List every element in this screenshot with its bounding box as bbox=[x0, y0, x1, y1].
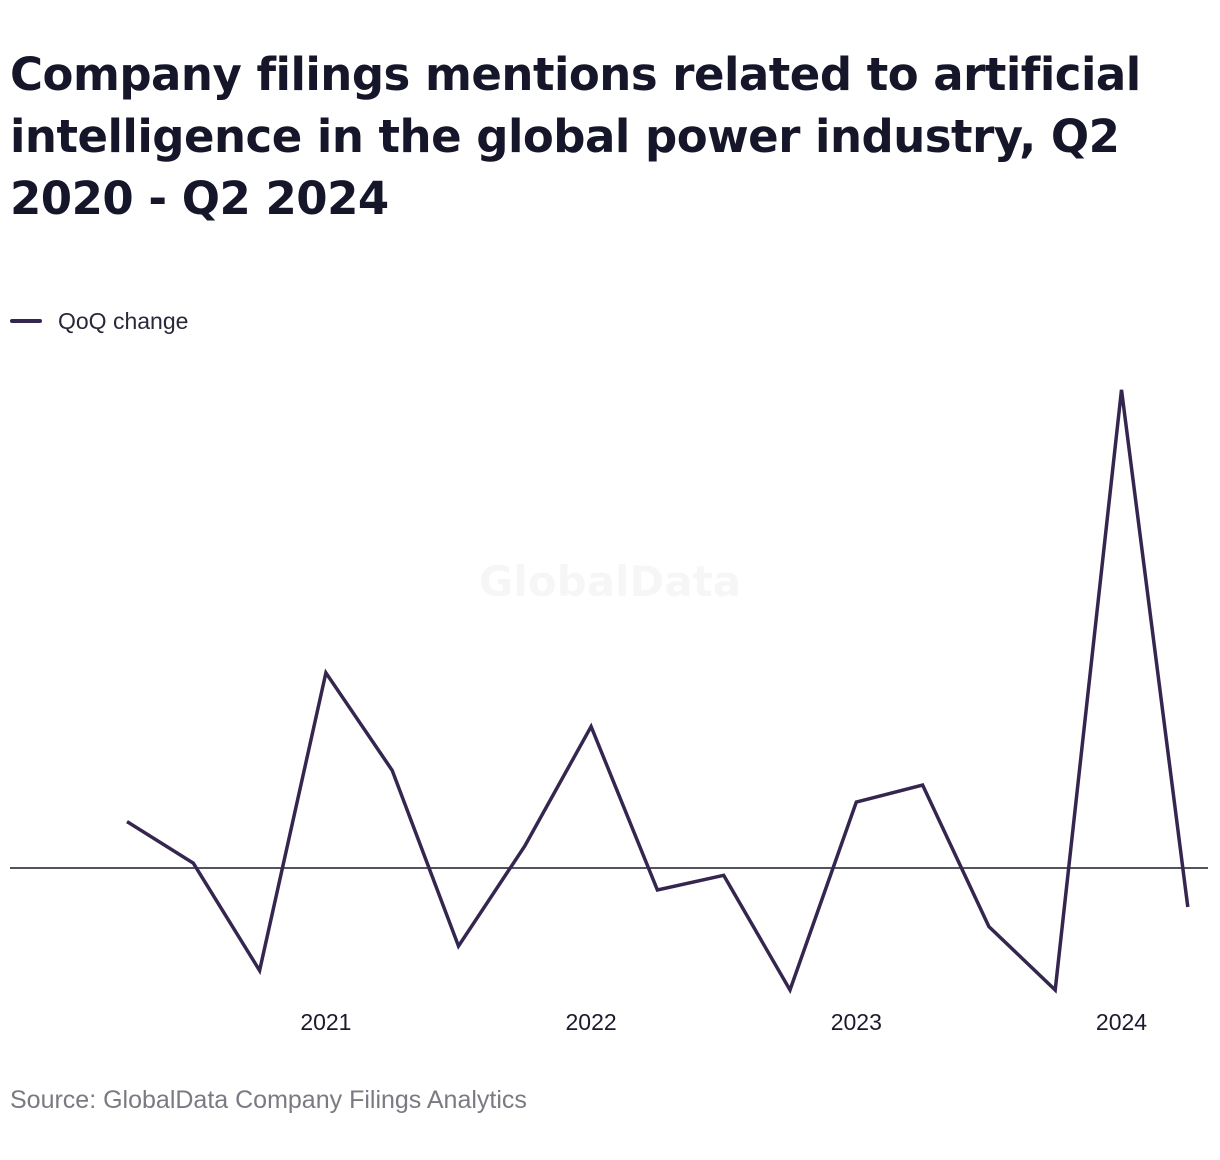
data-point-q2-2023 bbox=[921, 783, 925, 787]
data-point-q1-2022 bbox=[589, 724, 593, 728]
data-point-q2-2024 bbox=[1186, 905, 1190, 909]
data-point-q4-2022 bbox=[788, 988, 792, 992]
x-tick-label-2023: 2023 bbox=[831, 1009, 882, 1035]
data-point-q1-2021 bbox=[324, 671, 328, 675]
data-point-q3-2021 bbox=[457, 944, 461, 948]
legend-label: QoQ change bbox=[58, 307, 189, 334]
data-point-q3-2020 bbox=[191, 861, 195, 865]
data-point-q3-2023 bbox=[987, 925, 991, 929]
data-point-q4-2021 bbox=[523, 844, 527, 848]
data-point-q1-2023 bbox=[854, 800, 858, 804]
watermark: GlobalData bbox=[479, 557, 741, 606]
legend: QoQ change bbox=[10, 306, 188, 336]
chart-title: Company filings mentions related to arti… bbox=[10, 48, 1141, 225]
series-line-qoq-change bbox=[126, 389, 1190, 995]
data-points bbox=[125, 388, 1190, 992]
x-tick-label-2021: 2021 bbox=[300, 1009, 351, 1035]
legend-swatch bbox=[10, 319, 42, 323]
data-point-q4-2020 bbox=[258, 968, 262, 972]
x-tick-label-2022: 2022 bbox=[566, 1009, 617, 1035]
data-point-q4-2023 bbox=[1053, 988, 1057, 992]
data-point-q2-2022 bbox=[655, 888, 659, 892]
x-tick-labels: 2021 2022 2023 2024 bbox=[300, 1009, 1147, 1035]
x-tick-label-2024: 2024 bbox=[1096, 1009, 1147, 1035]
data-point-q3-2022 bbox=[722, 873, 726, 877]
data-point-q2-2021 bbox=[390, 768, 394, 772]
data-point-q1-2024 bbox=[1120, 388, 1124, 392]
source-note: Source: GlobalData Company Filings Analy… bbox=[10, 1086, 527, 1114]
data-point-q2-2020 bbox=[125, 820, 129, 824]
